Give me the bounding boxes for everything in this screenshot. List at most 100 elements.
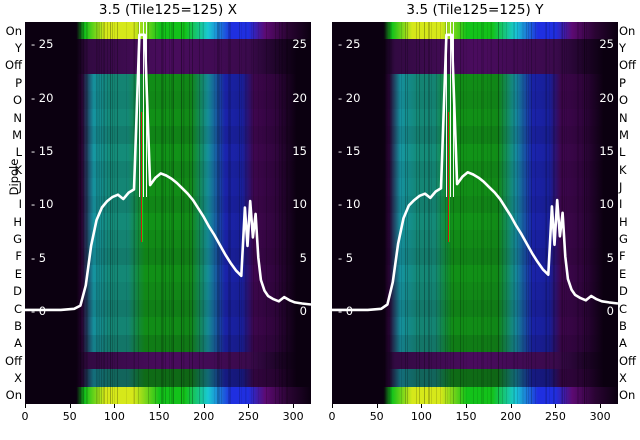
category-label-left-9: J [19, 180, 22, 194]
category-label-left-13: F [15, 249, 22, 263]
category-label-right-21: On [619, 388, 635, 402]
category-label-left-6: M [12, 128, 22, 142]
y-tick-label-left: - 5 [338, 251, 353, 265]
y-tick-label-right: 20 [292, 91, 307, 105]
x-tick-label: 150 [456, 410, 477, 423]
panel-title-left: 3.5 (Tile125=125) X [25, 2, 311, 18]
category-label-right-13: F [619, 249, 626, 263]
category-axis-left: On Y Off P O N M L K J I H G F E D C B A Off X On [0, 22, 24, 404]
y-tick-label-left: - 20 [31, 91, 53, 105]
signal-trace [25, 22, 311, 404]
x-tick-label: 0 [22, 410, 29, 423]
x-tick-label: 100 [104, 410, 125, 423]
y-tick-label-left: - 15 [338, 144, 360, 158]
category-label-left-16: C [14, 302, 22, 316]
category-label-right-15: D [619, 284, 628, 298]
y-tick-label-left: - 15 [31, 144, 53, 158]
y-tick-label-right: 0 [300, 304, 307, 318]
category-label-left-17: B [14, 319, 22, 333]
category-label-right-3: P [619, 76, 626, 90]
x-tick-mark [555, 404, 556, 408]
x-tick-label: 100 [411, 410, 432, 423]
category-label-right-20: X [619, 371, 627, 385]
category-label-left-20: X [14, 371, 22, 385]
category-label-right-5: N [619, 111, 628, 125]
y-tick-label-right: 5 [300, 251, 307, 265]
y-tick-label-left: - 25 [338, 37, 360, 51]
x-tick-mark [600, 404, 601, 408]
category-label-left-4: O [13, 93, 22, 107]
x-tick-label: 0 [329, 410, 336, 423]
category-label-left-3: P [15, 76, 22, 90]
category-label-right-9: J [619, 180, 622, 194]
x-tick-mark [25, 404, 26, 408]
y-tick-label-right: 10 [599, 197, 614, 211]
x-tick-label: 300 [283, 410, 304, 423]
category-label-left-5: N [13, 111, 22, 125]
y-tick-label-right: 20 [599, 91, 614, 105]
x-axis-left: 0 50 100 150 200 250 300 [25, 404, 311, 440]
signal-trace [332, 22, 618, 404]
y-tick-label-left: - 10 [338, 197, 360, 211]
category-label-left-11: H [13, 215, 22, 229]
y-tick-label-left: - 0 [338, 304, 353, 318]
x-tick-label: 200 [500, 410, 521, 423]
x-tick-mark [248, 404, 249, 408]
category-label-right-16: C [619, 302, 627, 316]
category-label-left-7: L [16, 145, 22, 159]
figure-canvas: 3.5 (Tile125=125) X 3.5 (Tile125=125) Y … [0, 0, 640, 440]
x-tick-label: 200 [193, 410, 214, 423]
y-tick-label-right: 10 [292, 197, 307, 211]
category-label-right-11: H [619, 215, 628, 229]
x-tick-label: 50 [63, 410, 77, 423]
x-tick-label: 150 [149, 410, 170, 423]
category-label-left-10: I [19, 197, 22, 211]
y-tick-label-left: - 10 [31, 197, 53, 211]
y-tick-label-right: 0 [607, 304, 614, 318]
category-label-left-15: D [13, 284, 22, 298]
heatmap-panel-right[interactable]: - 25 25 - 20 20 - 15 15 - 10 10 - 5 5 - 0 0 [332, 22, 618, 404]
category-label-right-6: M [619, 128, 629, 142]
category-label-left-18: A [14, 336, 22, 350]
y-tick-label-right: 25 [599, 37, 614, 51]
x-tick-mark [70, 404, 71, 408]
category-label-left-21: On [6, 388, 22, 402]
category-label-right-12: G [619, 232, 628, 246]
x-tick-mark [466, 404, 467, 408]
category-label-left-14: E [15, 267, 22, 281]
category-label-left-19: Off [5, 354, 22, 368]
y-tick-label-left: - 20 [338, 91, 360, 105]
category-label-right-8: K [619, 163, 627, 177]
x-tick-mark [204, 404, 205, 408]
x-axis-right: 0 50 100 150 200 250 300 [332, 404, 618, 440]
category-label-right-7: L [619, 145, 625, 159]
x-tick-mark [377, 404, 378, 408]
x-tick-mark [114, 404, 115, 408]
category-label-left-12: G [13, 232, 22, 246]
category-label-left-8: K [14, 163, 22, 177]
category-label-right-0: On [619, 24, 635, 38]
y-tick-label-right: 5 [607, 251, 614, 265]
x-tick-mark [511, 404, 512, 408]
category-label-left-2: Off [5, 58, 22, 72]
category-label-left-0: On [6, 24, 22, 38]
y-tick-label-right: 15 [599, 144, 614, 158]
category-label-left-1: Y [15, 41, 22, 55]
category-label-right-19: Off [619, 354, 636, 368]
y-tick-label-left: - 0 [31, 304, 46, 318]
x-tick-mark [332, 404, 333, 408]
heatmap-panel-left[interactable]: - 25 25 - 20 20 - 15 15 - 10 10 - 5 5 - 0 0 [25, 22, 311, 404]
x-tick-label: 250 [238, 410, 259, 423]
x-tick-mark [159, 404, 160, 408]
y-tick-label-right: 25 [292, 37, 307, 51]
x-tick-label: 300 [590, 410, 611, 423]
category-label-right-17: B [619, 319, 627, 333]
x-tick-label: 250 [545, 410, 566, 423]
y-tick-label-left: - 25 [31, 37, 53, 51]
category-label-right-18: A [619, 336, 627, 350]
category-label-right-10: I [619, 197, 622, 211]
y-tick-label-left: - 5 [31, 251, 46, 265]
category-label-right-4: O [619, 93, 628, 107]
category-label-right-1: Y [619, 41, 626, 55]
category-axis-right: On Y Off P O N M L K J I H G F E D C B A Off X On [616, 22, 640, 404]
